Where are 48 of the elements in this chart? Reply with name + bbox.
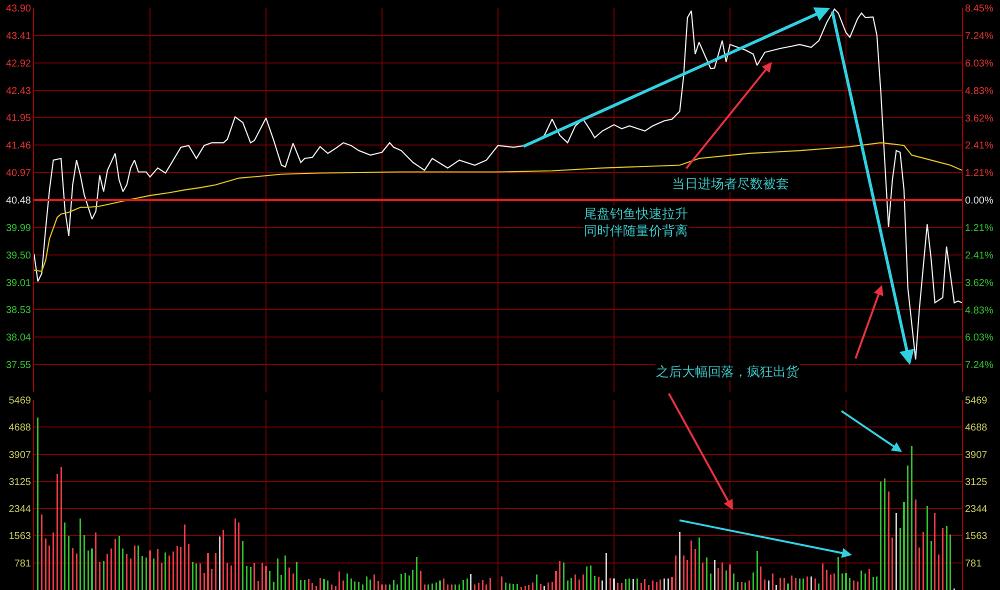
y-tick-label: 42.92 bbox=[6, 58, 32, 70]
annotation: 当日进场者尽数被套 bbox=[672, 176, 789, 191]
y2-tick-label: 7.24% bbox=[965, 30, 994, 42]
y2-tick-label: 2.41% bbox=[965, 250, 994, 262]
y2-tick-label: 6.03% bbox=[965, 332, 994, 344]
line-series bbox=[34, 142, 962, 272]
y-tick-label: 4688 bbox=[8, 422, 32, 434]
y-tick-label: 3125 bbox=[8, 476, 32, 488]
y2-tick-label: 1.21% bbox=[965, 168, 994, 180]
y-tick-label: 43.90 bbox=[6, 4, 32, 14]
y2-tick-label: 1563 bbox=[965, 531, 988, 542]
y2-tick-label: 4.83% bbox=[965, 86, 994, 97]
line-series bbox=[34, 8, 962, 360]
y-tick-label: 41.95 bbox=[6, 112, 32, 124]
y-tick-label: 40.97 bbox=[6, 168, 32, 179]
y2-tick-label: 3.62% bbox=[965, 278, 994, 289]
y2-tick-label: 781 bbox=[965, 558, 982, 570]
y-tick-label: 42.43 bbox=[6, 86, 32, 98]
y2-tick-label: 3907 bbox=[965, 450, 988, 461]
y2-tick-label: 4.83% bbox=[965, 305, 994, 316]
y-tick-label: 39.99 bbox=[6, 223, 32, 234]
annotation: 尾盘钓鱼快速拉升 bbox=[584, 206, 688, 221]
y2-tick-label: 0.00% bbox=[965, 196, 994, 206]
y2-tick-label: 2.41% bbox=[965, 140, 994, 152]
y-tick-label: 41.46 bbox=[6, 140, 32, 152]
y2-tick-label: 2344 bbox=[965, 504, 988, 516]
y2-tick-label: 8.45% bbox=[965, 4, 994, 14]
y-tick-label: 2344 bbox=[8, 504, 32, 516]
y-tick-label: 39.50 bbox=[6, 250, 32, 262]
y-tick-label: 781 bbox=[14, 558, 32, 570]
y-tick-label: 38.04 bbox=[6, 332, 32, 344]
y-tick-label: 3907 bbox=[8, 450, 32, 461]
y-tick-label: 37.55 bbox=[6, 360, 32, 371]
y2-tick-label: 5469 bbox=[965, 396, 988, 406]
y2-tick-label: 1.21% bbox=[965, 222, 994, 234]
annotation: 之后大幅回落，疯狂出货 bbox=[656, 364, 799, 379]
y-tick-label: 39.01 bbox=[6, 278, 32, 290]
annotation: 同时伴随量价背离 bbox=[584, 223, 688, 238]
y-tick-label: 1563 bbox=[8, 531, 32, 542]
y2-tick-label: 4688 bbox=[965, 422, 988, 434]
y-tick-label: 38.53 bbox=[6, 304, 32, 316]
y2-tick-label: 3125 bbox=[965, 476, 988, 488]
y-tick-label: 5469 bbox=[8, 396, 32, 406]
y-tick-label: 40.48 bbox=[6, 196, 32, 206]
y2-tick-label: 7.24% bbox=[965, 360, 994, 372]
y2-tick-label: 3.62% bbox=[965, 113, 994, 124]
y-tick-label: 43.41 bbox=[6, 31, 32, 42]
y2-tick-label: 6.03% bbox=[965, 58, 994, 70]
